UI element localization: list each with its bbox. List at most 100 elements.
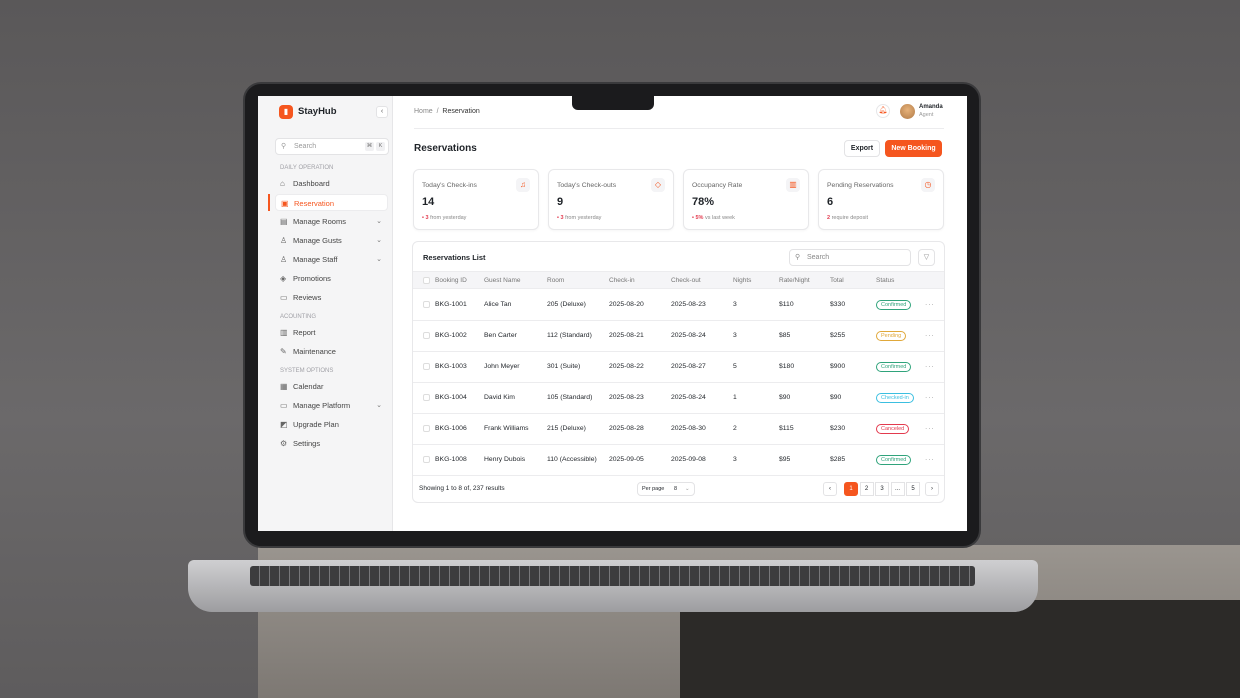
- stat-card: Today's Check-outs ◇ 9 • 3 from yesterday: [548, 169, 674, 230]
- more-actions-icon[interactable]: ···: [925, 456, 935, 463]
- status-text: Confirmed: [876, 300, 912, 310]
- sidebar-item-label: Manage Platform: [293, 401, 351, 410]
- collapse-sidebar-button[interactable]: ‹: [376, 106, 388, 118]
- more-actions-icon[interactable]: ···: [925, 425, 935, 432]
- table-cell: 112 (Standard): [547, 332, 592, 339]
- nav-section-label: SYSTEM OPTIONS: [280, 368, 334, 374]
- row-checkbox[interactable]: [423, 301, 430, 308]
- sidebar-item-manage-rooms[interactable]: ▤ Manage Rooms ⌄: [275, 213, 388, 230]
- page-button[interactable]: 5: [906, 482, 920, 496]
- table-cell: 5: [733, 363, 737, 370]
- page-button[interactable]: ...: [890, 482, 905, 496]
- page-button[interactable]: 3: [875, 482, 889, 496]
- chevron-down-icon: ⌄: [376, 256, 382, 263]
- table-row[interactable]: BKG-1006 Frank Williams 215 (Deluxe) 2025-0…: [413, 414, 944, 445]
- column-header: Nights: [733, 277, 752, 284]
- table-cell: BKG-1004: [435, 394, 467, 401]
- table-row[interactable]: BKG-1001 Alice Tan 205 (Deluxe) 2025-08-20 2…: [413, 290, 944, 321]
- table-row[interactable]: BKG-1002 Ben Carter 112 (Standard) 2025-08-…: [413, 321, 944, 352]
- table-search-input[interactable]: ⚲ Search: [789, 249, 911, 266]
- sidebar: ▮ StayHub ‹ ⚲ Search ⌘ K DAILY OPERATION…: [258, 96, 393, 531]
- sidebar-search[interactable]: ⚲ Search ⌘ K: [275, 138, 389, 155]
- status-text: Pending: [876, 331, 907, 341]
- table-cell: BKG-1001: [435, 301, 467, 308]
- screen: ▮ StayHub ‹ ⚲ Search ⌘ K DAILY OPERATION…: [258, 96, 967, 531]
- row-checkbox[interactable]: [423, 456, 430, 463]
- per-page-select[interactable]: Per page 8 ⌄: [637, 482, 695, 496]
- table-cell: 2025-08-22: [609, 363, 644, 370]
- stat-label: Today's Check-outs: [557, 182, 617, 189]
- sidebar-item-upgrade-plan[interactable]: ◩ Upgrade Plan: [275, 416, 388, 433]
- camera-notch: [572, 96, 654, 110]
- table-cell: $330: [830, 301, 846, 308]
- stat-value: 78%: [692, 196, 715, 208]
- sidebar-item-label: Reviews: [293, 293, 322, 302]
- prev-page-button[interactable]: ‹: [823, 482, 837, 496]
- per-page-label: Per page: [642, 486, 665, 492]
- sidebar-item-report[interactable]: ▥ Report: [275, 324, 388, 341]
- search-placeholder: Search: [807, 254, 830, 261]
- user-icon: ♙: [280, 236, 288, 245]
- table-cell: 215 (Deluxe): [547, 425, 586, 432]
- notification-bell-icon[interactable]: 🔔︎: [876, 104, 890, 118]
- sidebar-item-reviews[interactable]: ▭ Reviews: [275, 289, 388, 306]
- table-cell: $115: [779, 425, 794, 432]
- sidebar-item-promotions[interactable]: ◈ Promotions: [275, 270, 388, 287]
- table-cell: 2025-08-30: [671, 425, 706, 432]
- sidebar-item-manage-staff[interactable]: ♙ Manage Staff ⌄: [275, 251, 388, 268]
- active-indicator: [268, 194, 270, 211]
- table-cell: 1: [733, 394, 737, 401]
- next-page-button[interactable]: ›: [925, 482, 939, 496]
- monitor-icon: ▭: [280, 401, 288, 410]
- status-badge: Checked-in: [876, 383, 914, 413]
- sidebar-item-label: Promotions: [293, 274, 331, 283]
- sidebar-item-calendar[interactable]: ▦ Calendar: [275, 378, 388, 395]
- sidebar-item-maintenance[interactable]: ✎ Maintenance: [275, 343, 388, 360]
- shortcut-key: ⌘: [365, 142, 374, 151]
- sidebar-item-label: Settings: [293, 439, 321, 448]
- export-button[interactable]: Export: [844, 140, 880, 157]
- table-row[interactable]: BKG-1008 Henry Dubois 110 (Accessible) 2025…: [413, 445, 944, 476]
- row-checkbox[interactable]: [423, 394, 430, 401]
- bell-icon: ♫: [516, 178, 530, 192]
- status-text: Canceled: [876, 424, 910, 434]
- table-cell: 301 (Suite): [547, 363, 581, 370]
- new-booking-button[interactable]: New Booking: [885, 140, 942, 157]
- results-summary: Showing 1 to 8 of, 237 results: [419, 485, 505, 492]
- table-cell: 2: [733, 425, 737, 432]
- select-all-checkbox[interactable]: [423, 277, 430, 284]
- table-cell: $255: [830, 332, 846, 339]
- sidebar-item-label: Maintenance: [293, 347, 336, 356]
- table-row[interactable]: BKG-1004 David Kim 105 (Standard) 2025-08-2…: [413, 383, 944, 414]
- column-header: Rate/Night: [779, 277, 810, 284]
- breadcrumb-home[interactable]: Home: [414, 108, 433, 115]
- table-cell: BKG-1006: [435, 425, 467, 432]
- more-actions-icon[interactable]: ···: [925, 332, 935, 339]
- more-actions-icon[interactable]: ···: [925, 363, 935, 370]
- filter-icon[interactable]: ▽: [918, 249, 935, 266]
- page-button[interactable]: 1: [844, 482, 858, 496]
- avatar[interactable]: [900, 104, 915, 119]
- more-actions-icon[interactable]: ···: [925, 301, 935, 308]
- chevron-down-icon: ⌄: [376, 237, 382, 244]
- table-cell: 2025-08-21: [609, 332, 644, 339]
- row-checkbox[interactable]: [423, 332, 430, 339]
- sidebar-item-settings[interactable]: ⚙ Settings: [275, 435, 388, 452]
- stat-note-text: from yesterday: [430, 215, 467, 221]
- table-title: Reservations List: [423, 253, 486, 262]
- table-header: Booking ID Guest Name Room Check-in Check-ou…: [413, 271, 944, 289]
- more-actions-icon[interactable]: ···: [925, 394, 935, 401]
- sidebar-item-manage-gusts[interactable]: ♙ Manage Gusts ⌄: [275, 232, 388, 249]
- table-cell: David Kim: [484, 394, 515, 401]
- stat-card: Today's Check-ins ♫ 14 • 3 from yesterday: [413, 169, 539, 230]
- row-checkbox[interactable]: [423, 425, 430, 432]
- sidebar-item-reservation[interactable]: ▣ Reservation: [275, 194, 388, 211]
- row-checkbox[interactable]: [423, 363, 430, 370]
- table-cell: 110 (Accessible): [547, 456, 597, 463]
- sidebar-item-manage-platform[interactable]: ▭ Manage Platform ⌄: [275, 397, 388, 414]
- sidebar-item-dashboard[interactable]: ⌂ Dashboard: [275, 175, 388, 192]
- page-button[interactable]: 2: [859, 482, 874, 496]
- page-title: Reservations: [414, 143, 477, 154]
- table-row[interactable]: BKG-1003 John Meyer 301 (Suite) 2025-08-22 2…: [413, 352, 944, 383]
- chevron-down-icon: ⌄: [685, 486, 690, 492]
